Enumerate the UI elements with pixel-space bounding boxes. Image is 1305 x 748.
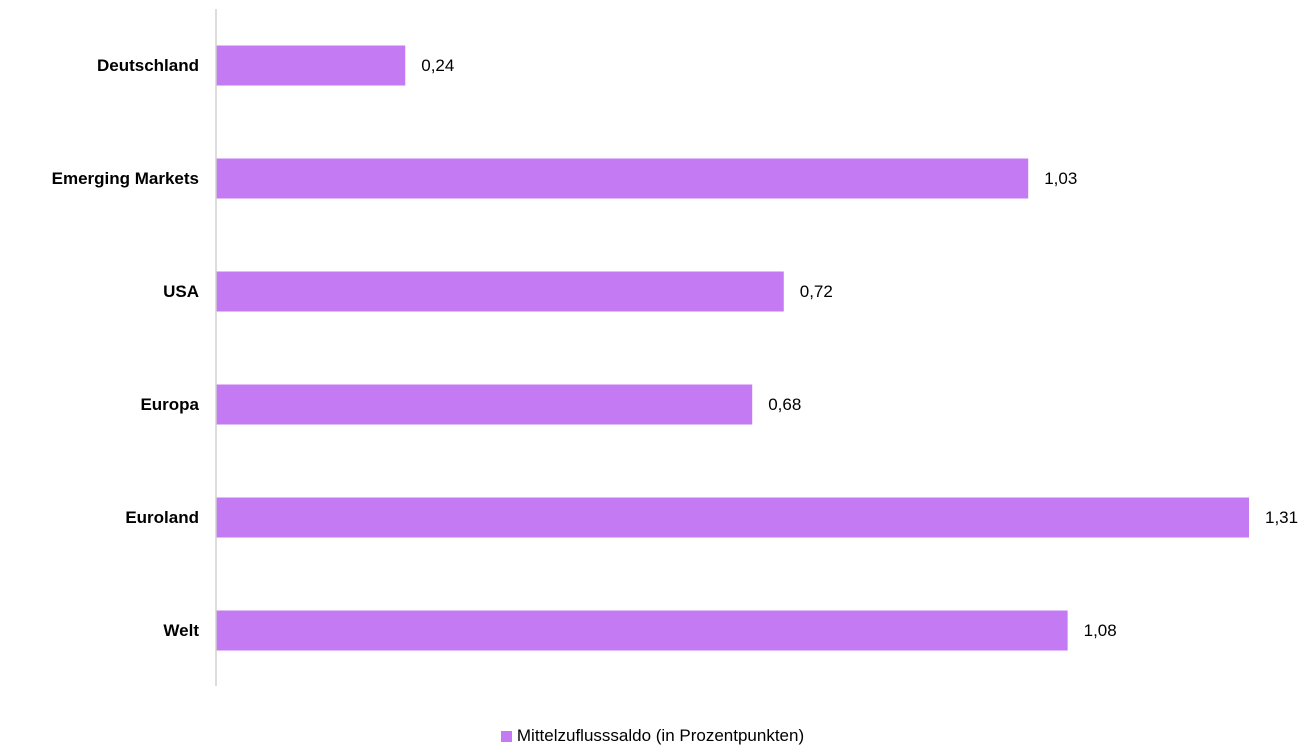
category-label-deutschland: Deutschland (97, 56, 199, 75)
value-labels-group: 0,24 1,03 0,72 0,68 1,31 1,08 (421, 56, 1298, 640)
legend-label: Mittelzuflusssaldo (in Prozentpunkten) (516, 726, 805, 745)
bar-deutschland (216, 45, 406, 86)
value-label-welt: 1,08 (1084, 621, 1117, 640)
value-label-usa: 0,72 (800, 282, 833, 301)
bar-usa (216, 271, 784, 312)
bar-emerging-markets (216, 158, 1029, 199)
category-label-emerging-markets: Emerging Markets (52, 169, 199, 188)
value-label-europa: 0,68 (768, 395, 801, 414)
bar-welt (216, 610, 1068, 651)
bars-group (216, 45, 1249, 651)
category-label-euroland: Euroland (125, 508, 199, 527)
category-label-usa: USA (163, 282, 199, 301)
category-label-europa: Europa (140, 395, 199, 414)
value-label-deutschland: 0,24 (421, 56, 454, 75)
value-label-emerging-markets: 1,03 (1044, 169, 1077, 188)
legend: Mittelzuflusssaldo (in Prozentpunkten) (0, 724, 1305, 748)
bar-euroland (216, 497, 1249, 538)
legend-swatch (500, 730, 512, 742)
category-label-welt: Welt (163, 621, 199, 640)
category-labels-group: Deutschland Emerging Markets USA Europa Euro… (52, 56, 200, 640)
bar-europa (216, 384, 753, 425)
value-label-euroland: 1,31 (1265, 508, 1298, 527)
